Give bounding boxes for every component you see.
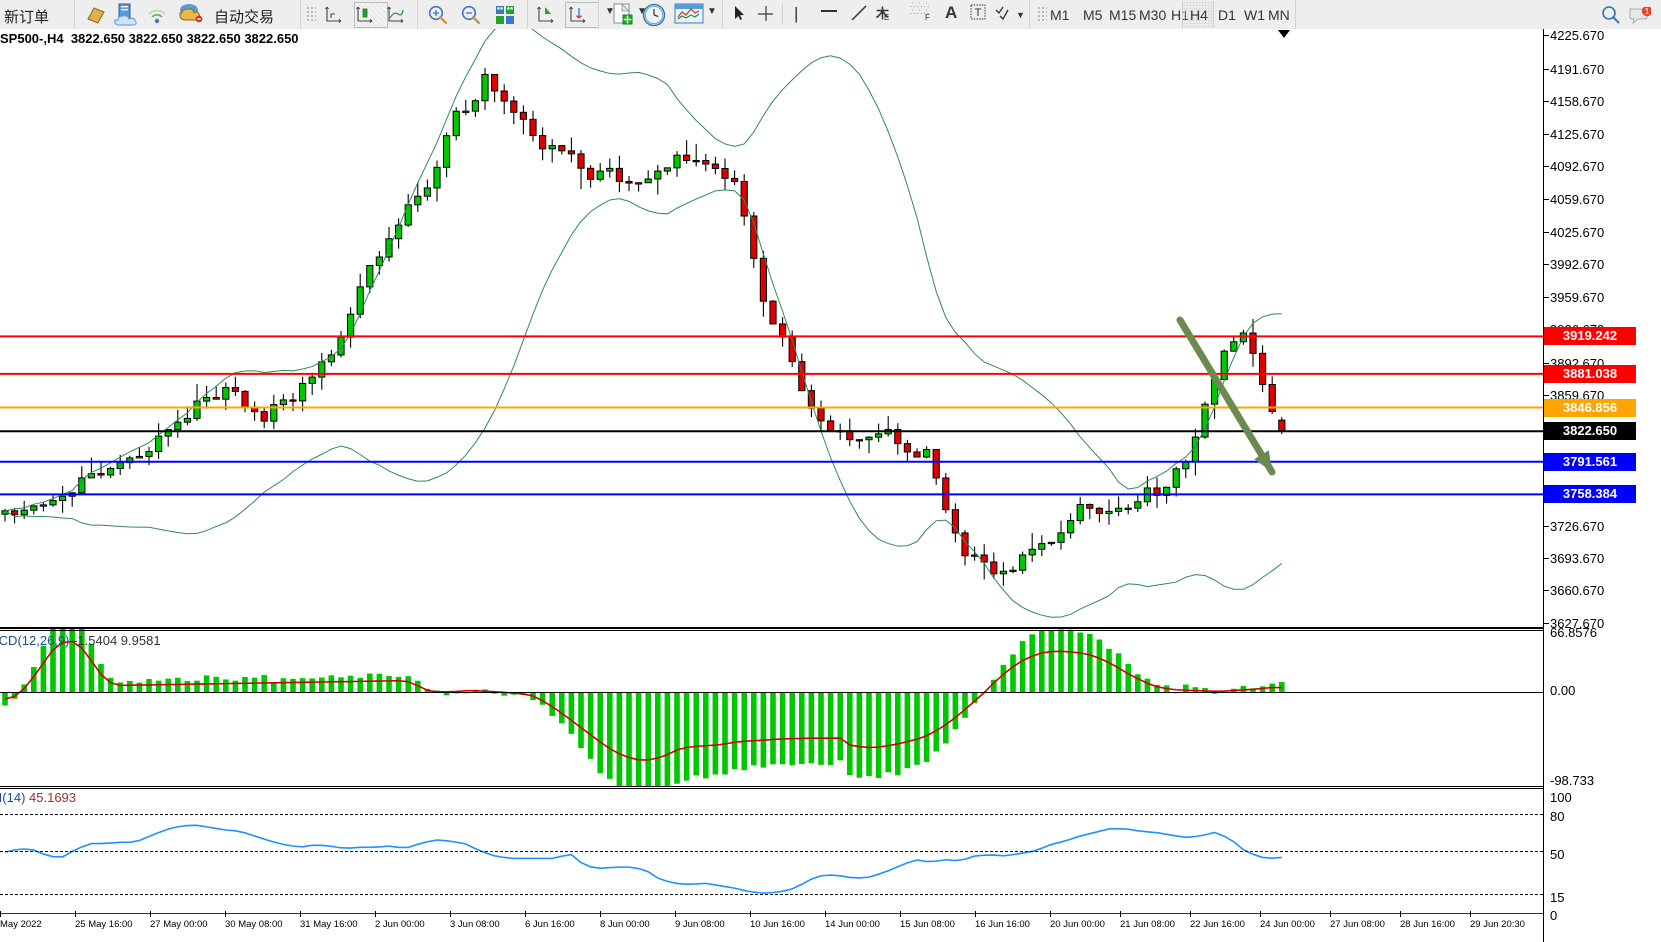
svg-text:1: 1	[1645, 7, 1650, 16]
svg-text:T: T	[975, 7, 982, 19]
